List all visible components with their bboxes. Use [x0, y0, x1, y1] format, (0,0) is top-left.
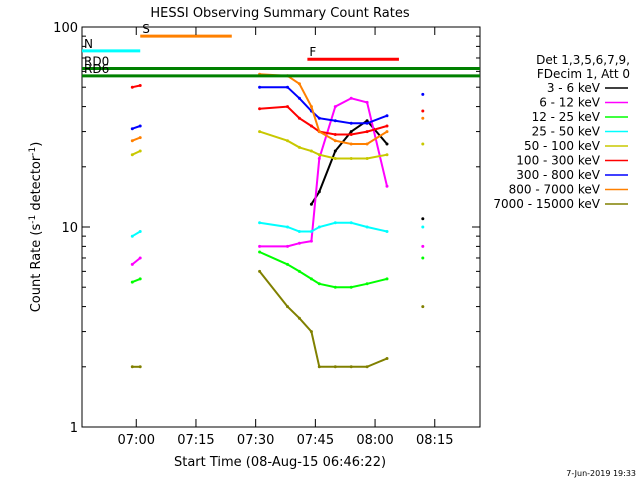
y-axis-title-sup2: -1: [28, 147, 38, 156]
axis-ticks-layer: 07:00 07:15 07:30 07:45 08:00 08:15 1 10 100: [53, 21, 480, 448]
chart-title: HESSI Observing Summary Count Rates: [150, 6, 409, 21]
series-point-8: [421, 305, 425, 309]
series-line-7: [259, 73, 388, 145]
series-line-6: [131, 125, 141, 130]
legend-header-line2: FDecim 1, Att 0: [537, 67, 630, 81]
series-line-1: [131, 257, 141, 266]
x-tick-label-2: 07:30: [237, 433, 274, 448]
footer-timestamp: 7-Jun-2019 19:33: [566, 469, 636, 478]
series-point-6: [421, 92, 425, 96]
y-axis-title: Count Rate (s-1 detector-1): [28, 142, 44, 313]
annotation-label-2: S: [142, 22, 150, 36]
series-point-5: [421, 109, 425, 113]
y-axis-title-sup1: -1: [28, 215, 38, 224]
series-point-2: [421, 256, 425, 260]
series-line-2: [259, 251, 388, 289]
legend-label-7: 800 - 7000 keV: [509, 183, 601, 197]
legend-label-3: 25 - 50 keV: [532, 125, 601, 139]
series-line-1: [259, 97, 388, 248]
series-line-8: [258, 270, 388, 368]
x-tick-label-1: 07:15: [177, 433, 214, 448]
x-tick-label-5: 08:15: [416, 433, 453, 448]
legend-label-6: 300 - 800 keV: [516, 168, 600, 182]
y-axis-title-mid: detector: [29, 155, 44, 215]
series-line-7: [131, 136, 141, 142]
series-point-7: [421, 116, 425, 120]
x-tick-label-3: 07:45: [297, 433, 334, 448]
series-line-0: [310, 119, 388, 205]
series-line-4: [131, 150, 141, 156]
y-tick-label-2: 100: [53, 21, 78, 36]
legend: Det 1,3,5,6,7,9, FDecim 1, Att 0 3 - 6 k…: [493, 53, 630, 211]
legend-label-8: 7000 - 15000 keV: [493, 197, 600, 211]
annotation-label-1: RD6: [84, 62, 109, 76]
series-point-3: [421, 225, 425, 229]
series-line-2: [131, 277, 141, 284]
annotation-label-4: F: [309, 45, 316, 59]
x-tick-label-4: 08:00: [356, 433, 393, 448]
series-line-4: [259, 130, 388, 160]
series-layer: [130, 72, 425, 369]
series-point-4: [421, 142, 425, 146]
x-axis-title: Start Time (08-Aug-15 06:46:22): [174, 455, 386, 470]
annotation-label-3: N: [84, 37, 93, 51]
series-point-1: [421, 244, 425, 248]
legend-label-4: 50 - 100 keV: [524, 139, 601, 153]
series-line-3: [131, 230, 141, 238]
series-line-5: [132, 84, 141, 89]
x-tick-label-0: 07:00: [118, 433, 155, 448]
legend-label-0: 3 - 6 keV: [547, 81, 601, 95]
series-line-6: [259, 86, 388, 125]
legend-header-line1: Det 1,3,5,6,7,9,: [536, 53, 630, 67]
series-point-0: [421, 217, 425, 221]
legend-label-1: 6 - 12 keV: [539, 96, 601, 110]
y-tick-label-1: 10: [61, 221, 78, 236]
legend-label-2: 12 - 25 keV: [532, 110, 601, 124]
legend-label-5: 100 - 300 keV: [516, 154, 600, 168]
annotation-label-0: RD0: [84, 55, 109, 69]
y-axis-title-main: Count Rate (s: [29, 224, 44, 313]
series-line-3: [259, 221, 388, 233]
y-tick-label-0: 1: [70, 421, 78, 436]
y-axis-title-end: ): [29, 142, 44, 147]
